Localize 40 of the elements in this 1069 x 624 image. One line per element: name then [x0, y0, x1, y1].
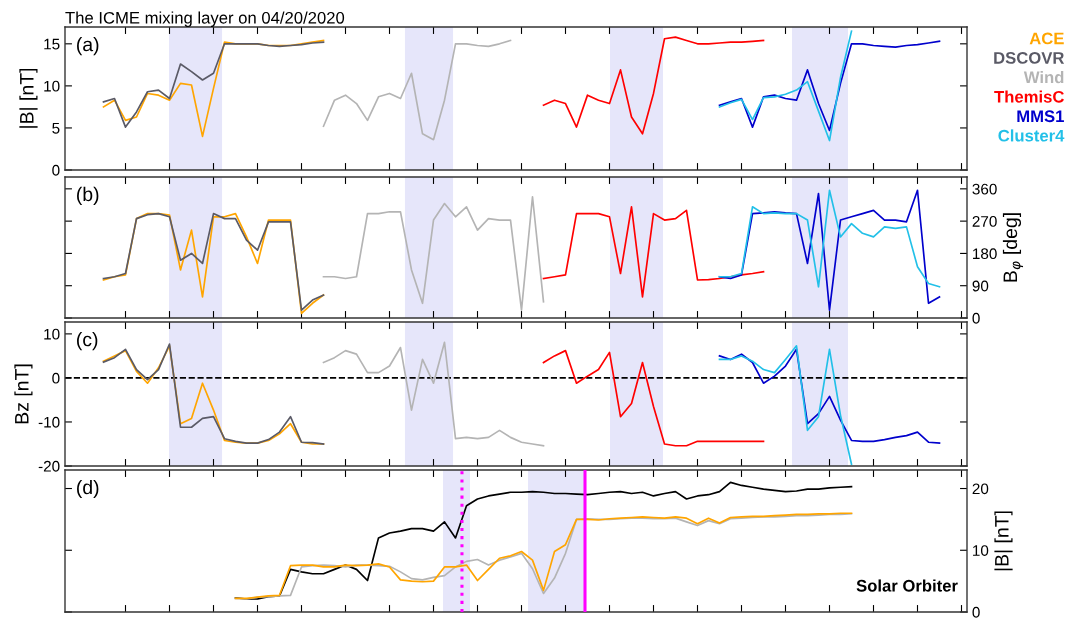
line-series — [322, 341, 545, 447]
y-tick-label: 0 — [972, 312, 980, 324]
y-tick-label: 180 — [973, 248, 997, 260]
text: Wind — [1023, 71, 1064, 84]
line-series — [322, 195, 545, 311]
y-tick-label: 360 — [972, 183, 997, 195]
line-series — [234, 512, 853, 600]
text: ThemisC — [994, 90, 1064, 103]
text: MMS1 — [1017, 110, 1064, 123]
line-series — [542, 36, 765, 135]
y-tick-label: 0 — [972, 606, 980, 618]
y-tick-label: 10 — [44, 328, 60, 340]
text: DSCOVR — [994, 51, 1065, 64]
y-axis-title: |B| [nT] — [19, 68, 38, 128]
y-tick-label: 90 — [972, 280, 989, 292]
line-series — [542, 349, 765, 447]
line-series — [234, 481, 853, 600]
line-series — [542, 205, 765, 298]
y-tick-label: 5 — [52, 122, 60, 134]
text: ACE — [1029, 32, 1064, 45]
y-tick-label: -10 — [38, 416, 60, 428]
y-tick-label: 0 — [52, 164, 60, 176]
annotation: (c) — [77, 332, 98, 351]
y-tick-label: 20 — [972, 483, 989, 495]
annotation: Solar Orbiter — [856, 579, 958, 592]
y-axis-title: |B| [nT] — [994, 511, 1013, 571]
y-tick-label: 10 — [973, 545, 989, 556]
y-tick-label: -20 — [38, 460, 60, 472]
y-tick-label: 10 — [44, 80, 60, 92]
annotation: (a) — [77, 37, 99, 56]
text: Cluster4 — [998, 129, 1065, 142]
annotation: (d) — [77, 479, 99, 499]
y-axis-title: Bz [nT] — [14, 364, 33, 424]
y-axis-title: B$_{φ}$ [deg] — [1002, 213, 1024, 282]
y-tick-label: 0 — [52, 372, 60, 384]
chart-title: The ICME mixing layer on 04/20/2020 — [65, 11, 345, 27]
y-tick-label: 270 — [972, 216, 997, 227]
annotation: (b) — [77, 186, 99, 205]
y-tick-label: 15 — [44, 38, 60, 50]
line-series — [322, 39, 512, 141]
